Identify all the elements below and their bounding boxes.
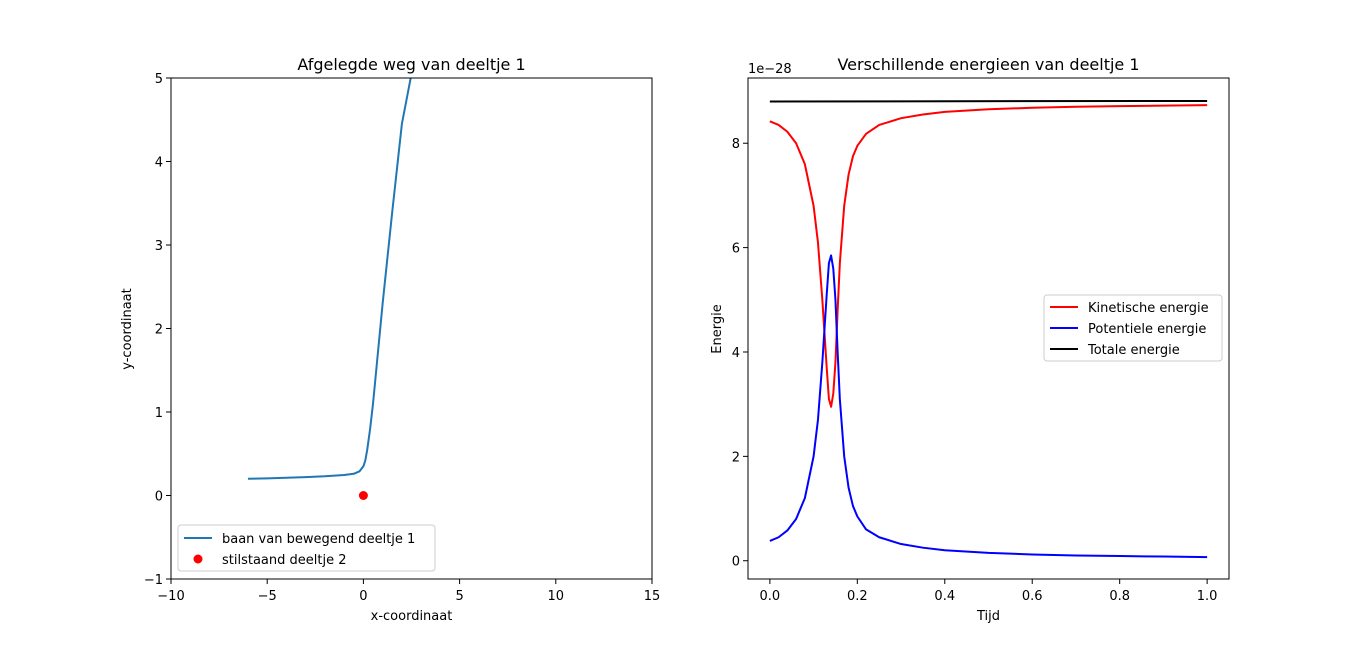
x-tick-label: 0.2 — [847, 589, 868, 604]
energy-chart: 0.0 0.2 0.4 0.6 0.8 1.0 0 2 4 6 8 Verschillende en… — [710, 55, 1230, 624]
y-tick-label: 0 — [155, 490, 163, 505]
y-tick-label: 2 — [732, 450, 740, 465]
x-tick-label: 0.8 — [1109, 589, 1130, 604]
trajectory-chart-title: Afgelegde weg van deeltje 1 — [297, 55, 525, 74]
energy-y-axis-label: Energie — [710, 304, 725, 353]
x-tick-label: −5 — [258, 589, 277, 604]
baan-van-bewegend-deeltje-1-line — [247, 78, 412, 480]
trajectory-x-axis-label: x-coordinaat — [371, 609, 453, 624]
kinetische-energie-line — [769, 104, 1208, 408]
energy-legend: Kinetische energie Potentiele energie To… — [1043, 294, 1223, 362]
legend-label: baan van bewegend deeltje 1 — [222, 532, 415, 547]
y-tick-label: 6 — [732, 242, 740, 257]
energy-y-offset-label: 1e−28 — [748, 62, 792, 77]
legend-marker-swatch — [193, 554, 203, 564]
energy-series-layer — [769, 99, 1208, 559]
x-tick-label: 0 — [359, 589, 367, 604]
x-tick-label: 5 — [455, 589, 463, 604]
y-tick-label: 3 — [155, 239, 163, 254]
x-tick-label: 10 — [548, 589, 565, 604]
legend-label: stilstaand deeltje 2 — [222, 553, 347, 568]
x-tick-label: 0.0 — [760, 589, 781, 604]
x-tick-label: 0.6 — [1022, 589, 1043, 604]
y-tick-label: 0 — [732, 555, 740, 570]
y-tick-label: 8 — [732, 137, 740, 152]
x-tick-label: 1.0 — [1197, 589, 1218, 604]
trajectory-legend: baan van bewegend deeltje 1 stilstaand d… — [177, 524, 436, 572]
trajectory-y-axis-label: y-coordinaat — [120, 288, 135, 369]
x-tick-label: 15 — [644, 589, 661, 604]
y-tick-label: 4 — [155, 156, 163, 171]
energy-plot-frame — [747, 77, 1230, 580]
y-tick-label: 4 — [732, 346, 740, 361]
x-tick-label: 0.4 — [934, 589, 955, 604]
y-tick-label: 2 — [155, 323, 163, 338]
legend-label: Potentiele energie — [1088, 322, 1206, 337]
energy-ticks: 0.0 0.2 0.4 0.6 0.8 1.0 0 2 4 6 8 — [732, 137, 1218, 604]
potentiele-energie-line — [769, 254, 1208, 559]
y-tick-label: 5 — [155, 72, 163, 87]
energy-chart-title: Verschillende energieen van deeltje 1 — [837, 55, 1139, 74]
trajectory-series-layer — [247, 78, 412, 500]
y-tick-label: −1 — [144, 573, 163, 588]
trajectory-legend-box — [177, 524, 436, 572]
stilstaand-deeltje-2-point — [358, 491, 368, 500]
x-tick-label: −10 — [157, 589, 184, 604]
energy-x-axis-label: Tijd — [976, 609, 1000, 624]
legend-label: Totale energie — [1087, 343, 1180, 358]
totale-energie-line — [769, 99, 1208, 103]
y-tick-label: 1 — [155, 406, 163, 421]
energy-legend-box — [1043, 294, 1223, 362]
legend-label: Kinetische energie — [1088, 301, 1209, 316]
